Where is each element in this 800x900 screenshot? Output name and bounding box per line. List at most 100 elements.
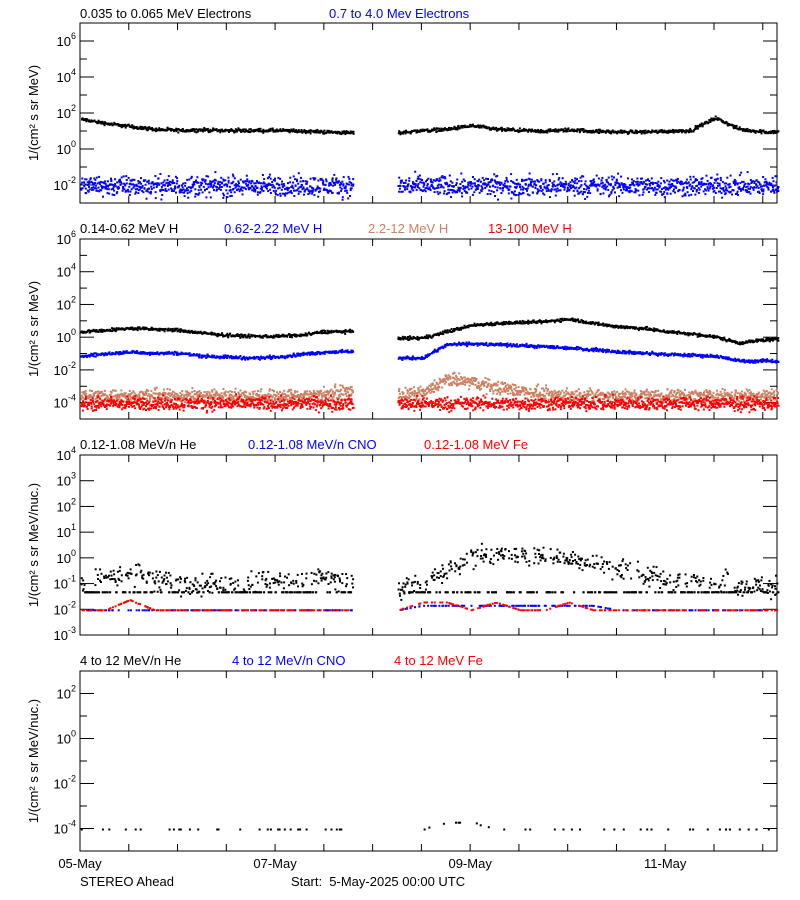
data-point — [120, 181, 122, 184]
data-point — [342, 183, 345, 186]
data-point — [136, 187, 139, 190]
data-point — [746, 128, 749, 130]
y-tick-label: 102 — [57, 294, 76, 312]
data-point — [94, 187, 97, 190]
data-point — [89, 178, 92, 181]
data-point — [499, 187, 502, 190]
data-point — [254, 182, 257, 185]
series-1-points — [81, 115, 780, 136]
data-point — [143, 326, 146, 329]
data-point — [711, 185, 714, 188]
data-point — [496, 129, 499, 132]
data-point — [292, 354, 294, 357]
data-point — [160, 129, 163, 132]
data-point — [725, 340, 728, 343]
data-point — [98, 190, 101, 193]
data-point — [402, 338, 405, 341]
data-point — [244, 188, 247, 191]
data-point — [729, 190, 732, 193]
data-point — [443, 330, 446, 333]
data-point — [141, 351, 144, 354]
data-point — [103, 124, 106, 127]
data-point — [684, 332, 687, 334]
data-point — [475, 187, 478, 190]
data-point — [704, 193, 707, 196]
data-point — [676, 181, 679, 184]
data-point — [152, 186, 155, 189]
data-point — [709, 121, 712, 123]
data-point — [121, 125, 124, 128]
data-point — [632, 326, 635, 329]
data-point — [599, 193, 602, 196]
data-point — [725, 187, 728, 190]
data-point — [402, 185, 405, 187]
data-point — [333, 173, 336, 176]
data-point — [229, 188, 232, 191]
data-point — [184, 184, 187, 187]
data-point — [728, 339, 731, 342]
data-point — [514, 345, 517, 348]
data-point — [445, 128, 448, 131]
data-point — [463, 179, 466, 182]
data-point — [540, 179, 543, 182]
data-point — [473, 125, 476, 127]
data-point — [640, 182, 643, 185]
data-point — [352, 184, 355, 187]
data-point — [693, 187, 696, 190]
data-point — [245, 182, 248, 185]
data-point — [459, 126, 462, 129]
data-point — [617, 172, 620, 175]
data-point — [179, 129, 181, 132]
data-point — [690, 332, 693, 335]
data-point — [162, 189, 165, 191]
data-point — [537, 128, 540, 131]
data-point — [230, 191, 233, 194]
data-point — [509, 342, 512, 345]
data-point — [503, 182, 506, 185]
data-point — [505, 178, 508, 181]
data-point — [620, 129, 623, 132]
data-point — [214, 185, 217, 188]
data-point — [416, 335, 419, 338]
data-point — [748, 339, 751, 342]
data-point — [238, 356, 240, 359]
data-point — [569, 319, 572, 322]
data-point — [654, 130, 657, 133]
data-point — [551, 319, 554, 322]
data-point — [136, 352, 139, 355]
data-point — [692, 175, 695, 178]
data-point — [186, 187, 188, 190]
data-point — [110, 177, 112, 180]
data-point — [773, 190, 776, 193]
y-tick-label: 102 — [57, 103, 76, 121]
data-point — [316, 185, 319, 188]
data-point — [755, 130, 758, 133]
data-point — [750, 182, 753, 184]
data-point — [88, 185, 90, 188]
data-point — [758, 181, 761, 184]
data-point — [84, 118, 87, 120]
data-point — [738, 188, 741, 190]
data-point — [680, 181, 683, 184]
data-point — [621, 352, 624, 355]
data-point — [307, 193, 310, 195]
data-point — [661, 193, 664, 196]
data-point — [506, 129, 509, 132]
data-point — [221, 356, 224, 359]
data-point — [667, 331, 670, 334]
data-point — [329, 330, 332, 333]
data-point — [272, 179, 275, 181]
data-point — [426, 129, 429, 132]
data-point — [747, 182, 750, 185]
data-point — [466, 186, 469, 189]
data-point — [576, 348, 579, 351]
data-point — [437, 332, 439, 335]
data-point — [112, 329, 115, 332]
data-point — [433, 187, 436, 190]
data-point — [419, 128, 422, 131]
data-point — [202, 178, 205, 181]
data-point — [753, 180, 756, 183]
data-point — [155, 182, 158, 185]
data-point — [639, 131, 642, 133]
data-point — [207, 332, 210, 335]
